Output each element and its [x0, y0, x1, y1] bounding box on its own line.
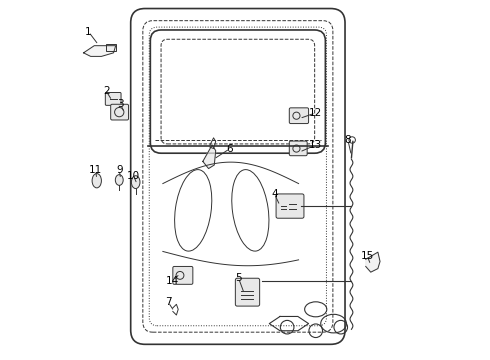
FancyBboxPatch shape — [289, 108, 309, 123]
Text: 8: 8 — [344, 135, 351, 145]
Bar — [106, 44, 117, 51]
Text: 9: 9 — [116, 165, 122, 175]
Text: 10: 10 — [127, 171, 140, 181]
FancyBboxPatch shape — [289, 141, 307, 156]
Polygon shape — [366, 252, 380, 272]
FancyBboxPatch shape — [173, 266, 193, 284]
FancyBboxPatch shape — [276, 194, 304, 218]
Text: 11: 11 — [89, 165, 102, 175]
FancyBboxPatch shape — [111, 104, 128, 120]
Text: 13: 13 — [309, 140, 322, 150]
Ellipse shape — [92, 174, 101, 188]
Text: 5: 5 — [235, 273, 242, 283]
Ellipse shape — [131, 176, 140, 189]
Polygon shape — [203, 145, 216, 168]
Text: 15: 15 — [361, 251, 374, 261]
FancyBboxPatch shape — [235, 278, 260, 306]
Ellipse shape — [115, 175, 123, 185]
Text: 7: 7 — [165, 297, 172, 307]
FancyBboxPatch shape — [105, 93, 121, 105]
Text: 1: 1 — [85, 27, 92, 37]
Text: 3: 3 — [118, 99, 124, 109]
Polygon shape — [83, 46, 116, 57]
Text: 4: 4 — [271, 189, 278, 199]
Text: 12: 12 — [309, 108, 322, 118]
Text: 6: 6 — [227, 144, 233, 154]
Text: 14: 14 — [166, 276, 179, 286]
Text: 2: 2 — [103, 86, 110, 96]
